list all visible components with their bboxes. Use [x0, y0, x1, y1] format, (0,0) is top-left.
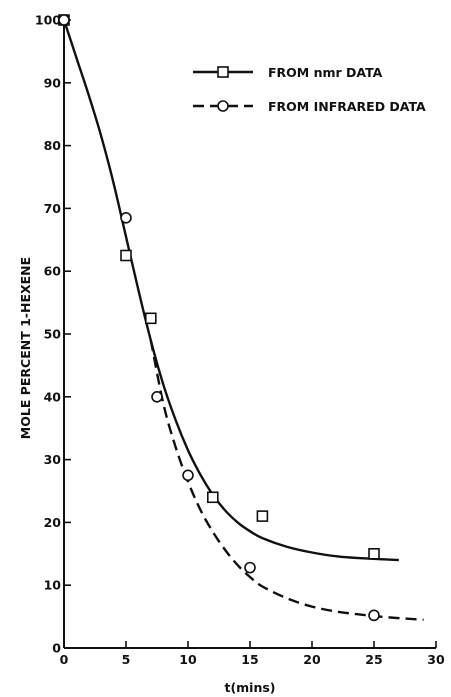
y-tick-label: 50	[44, 327, 62, 342]
infrared-data-point	[151, 390, 163, 403]
x-tick-label: 15	[241, 652, 258, 667]
y-tick-label: 20	[44, 515, 62, 530]
infrared-data-point	[244, 561, 256, 574]
infrared-data-point	[182, 469, 194, 482]
x-tick-label: 10	[179, 652, 197, 667]
y-axis-label: MOLE PERCENT 1-HEXENE	[18, 257, 33, 439]
y-tick-label: 80	[44, 138, 62, 153]
y-tick-label: 60	[44, 264, 62, 279]
y-tick-label: 30	[44, 452, 62, 467]
axes: 0 10 20 30 40 50 60 70 80 90 100 0 5 10 15 20 25 30	[35, 13, 445, 668]
y-tick-label: 90	[44, 75, 62, 90]
x-tick-label: 30	[427, 652, 445, 667]
x-tick-label: 0	[60, 652, 69, 667]
series-curves	[62, 19, 424, 621]
series-0-curve	[62, 19, 399, 562]
legend: FROM nmr DATA FROM INFRARED DATA	[193, 65, 426, 114]
nmr-data-point	[145, 312, 157, 325]
legend-infrared-circle-marker	[217, 100, 229, 112]
x-tick-label: 25	[365, 652, 382, 667]
y-tick-label: 100	[35, 13, 61, 28]
infrared-data-point	[120, 212, 132, 224]
x-tick-label: 5	[122, 652, 131, 667]
nmr-data-point	[207, 491, 219, 504]
legend-entry-nmr: FROM nmr DATA	[193, 65, 383, 80]
series-markers	[58, 14, 380, 622]
y-tick-label: 70	[44, 201, 62, 216]
y-tick-label: 40	[44, 389, 62, 404]
infrared-data-point	[58, 14, 70, 26]
legend-nmr-square-marker	[217, 66, 229, 78]
series-1-curve	[149, 340, 424, 621]
legend-infrared-label: FROM INFRARED DATA	[268, 99, 426, 114]
x-tick-label: 20	[303, 652, 321, 667]
legend-nmr-label: FROM nmr DATA	[268, 65, 383, 80]
y-tick-label: 0	[52, 641, 61, 656]
y-tick-label: 10	[44, 578, 62, 593]
nmr-data-point	[256, 510, 269, 522]
nmr-data-point	[120, 249, 132, 262]
legend-entry-infrared: FROM INFRARED DATA	[193, 99, 426, 114]
infrared-data-point	[368, 609, 380, 622]
x-axis-label: t(mins)	[224, 680, 275, 695]
nmr-data-point	[368, 547, 380, 560]
y-axis-title: MOLE PERCENT 1-HEXENE	[18, 257, 33, 439]
